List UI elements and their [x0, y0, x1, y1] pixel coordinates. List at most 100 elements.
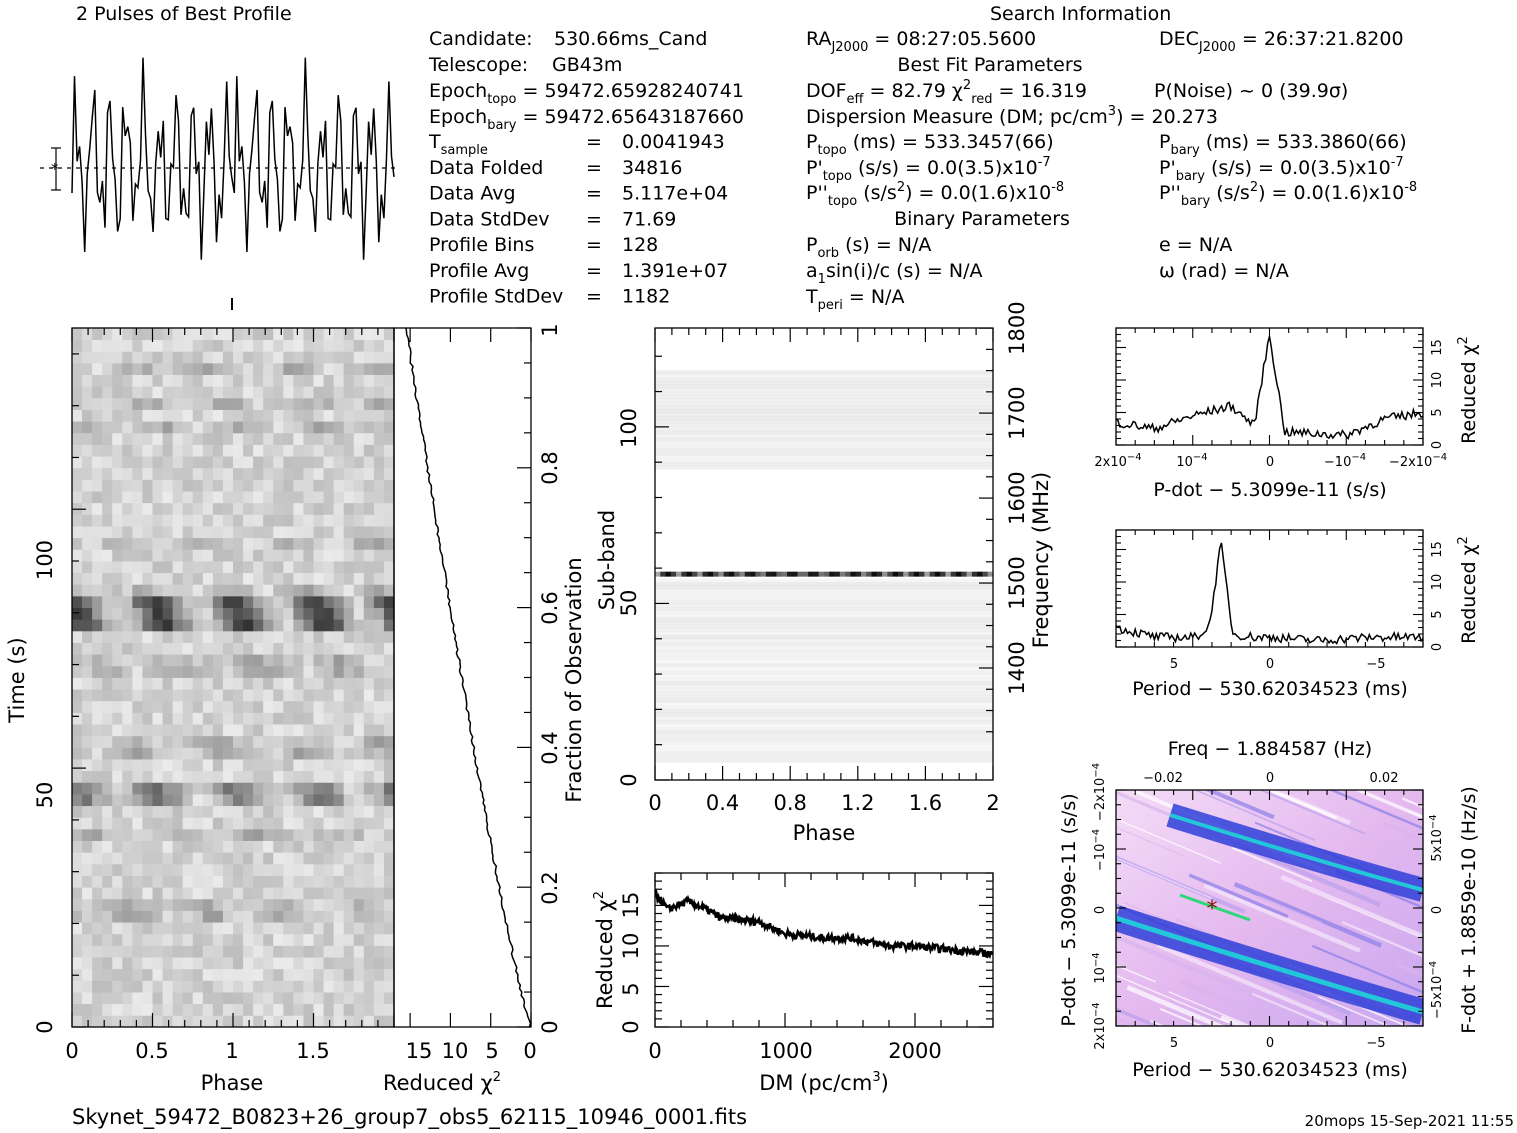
time-phase-cell	[293, 526, 304, 539]
time-phase-cell	[162, 817, 174, 830]
time-phase-cell	[303, 526, 314, 539]
time-phase-cell	[172, 339, 184, 352]
time-phase-cell	[122, 572, 133, 585]
time-phase-cell	[172, 770, 184, 783]
time-phase-cell	[112, 351, 123, 364]
time-phase-cell	[182, 700, 194, 713]
time-phase-cell	[293, 968, 304, 981]
time-phase-cell	[243, 409, 254, 422]
time-phase-cell	[122, 397, 133, 410]
time-phase-cell	[363, 794, 375, 807]
time-phase-cell	[343, 421, 355, 434]
time-phase-cell	[283, 677, 294, 690]
time-phase-cell	[343, 840, 355, 853]
time-phase-cell	[353, 933, 365, 946]
time-phase-cell	[142, 397, 153, 410]
time-phase-cell	[273, 421, 284, 434]
time-phase-cell	[72, 409, 83, 422]
period-plot: 5 0 −5 Period − 530.62034523 (ms) 051015…	[1115, 529, 1480, 700]
time-phase-cell	[72, 689, 83, 702]
time-phase-cell	[383, 654, 395, 667]
time-phase-cell	[343, 770, 355, 783]
freq-axis-label: Freq − 1.884587 (Hz)	[1168, 738, 1372, 760]
subband-bright-cell	[686, 571, 693, 577]
time-phase-cell	[102, 386, 113, 399]
time-phase-cell	[112, 1015, 123, 1028]
time-phase-cell	[92, 840, 103, 853]
time-phase-cell	[373, 805, 385, 818]
time-phase-cell	[333, 328, 345, 341]
time-phase-cell	[283, 875, 294, 888]
time-phase-cell	[102, 817, 113, 830]
time-phase-cell	[172, 700, 184, 713]
time-phase-cell	[92, 456, 103, 469]
time-phase-cell	[243, 467, 254, 480]
time-phase-cell	[202, 922, 214, 935]
time-phase-cell	[122, 898, 133, 911]
time-phase-cell	[323, 898, 335, 911]
time-phase-cell	[172, 840, 184, 853]
time-phase-cell	[172, 549, 184, 562]
time-phase-cell	[303, 374, 314, 387]
time-phase-cell	[192, 502, 204, 515]
time-phase-cell	[263, 619, 274, 632]
time-phase-cell	[192, 397, 204, 410]
time-phase-cell	[132, 759, 143, 772]
time-phase-cell	[363, 328, 375, 341]
time-phase-cell	[283, 432, 294, 445]
ppdot-streak	[1116, 1007, 1161, 1026]
time-phase-cell	[333, 689, 345, 702]
time-phase-cell	[212, 794, 224, 807]
subband-axis-label: Sub-band	[595, 510, 619, 610]
time-phase-cell	[273, 828, 284, 841]
time-phase-cell	[323, 689, 335, 702]
freq-tick-0: 0	[1266, 771, 1274, 786]
time-phase-cell	[283, 444, 294, 457]
time-phase-cell	[112, 642, 123, 655]
time-phase-cell	[273, 805, 284, 818]
time-phase-cell	[273, 537, 284, 550]
time-phase-cell	[72, 1003, 83, 1016]
time-phase-cell	[283, 863, 294, 876]
pdot-x-tick-b: 10−4	[1176, 452, 1207, 470]
subband-bright-cell	[718, 571, 724, 577]
time-phase-cell	[233, 817, 244, 830]
subband-row	[655, 444, 993, 449]
subband-row	[655, 702, 993, 706]
time-phase-cell	[162, 561, 174, 574]
time-phase-cell	[122, 933, 133, 946]
time-phase-cell	[202, 747, 214, 760]
time-phase-cell	[293, 654, 304, 667]
time-phase-cell	[172, 595, 184, 608]
time-phase-cell	[112, 922, 123, 935]
time-phase-cell	[72, 619, 83, 632]
time-phase-cell	[333, 794, 345, 807]
time-phase-cell	[233, 852, 244, 865]
time-tick-0: 0	[33, 1020, 57, 1033]
time-phase-cell	[333, 386, 345, 399]
time-phase-cell	[343, 642, 355, 655]
time-phase-cell	[82, 374, 93, 387]
time-phase-cell	[333, 1015, 345, 1028]
time-phase-cell	[293, 794, 304, 807]
time-phase-cell	[142, 700, 153, 713]
time-phase-cell	[343, 584, 355, 597]
pp-period-tick-5: 5	[1170, 1036, 1178, 1051]
time-phase-cell	[222, 782, 234, 795]
time-phase-cell	[313, 945, 324, 958]
time-phase-cell	[112, 898, 123, 911]
subband-bright-cell	[702, 571, 709, 577]
time-phase-cell	[172, 922, 184, 935]
time-phase-cell	[212, 642, 224, 655]
time-phase-cell	[132, 537, 143, 550]
time-phase-cell	[303, 945, 314, 958]
time-phase-cell	[243, 887, 254, 900]
time-phase-cell	[353, 794, 365, 807]
pp-fdot-axis-label: F-dot + 1.8859e-10 (Hz/s)	[1458, 786, 1480, 1034]
time-phase-cell	[82, 689, 93, 702]
time-phase-cell	[293, 805, 304, 818]
time-phase-cell	[142, 840, 153, 853]
time-phase-cell	[253, 328, 264, 341]
time-phase-cell	[172, 794, 184, 807]
time-phase-cell	[303, 432, 314, 445]
